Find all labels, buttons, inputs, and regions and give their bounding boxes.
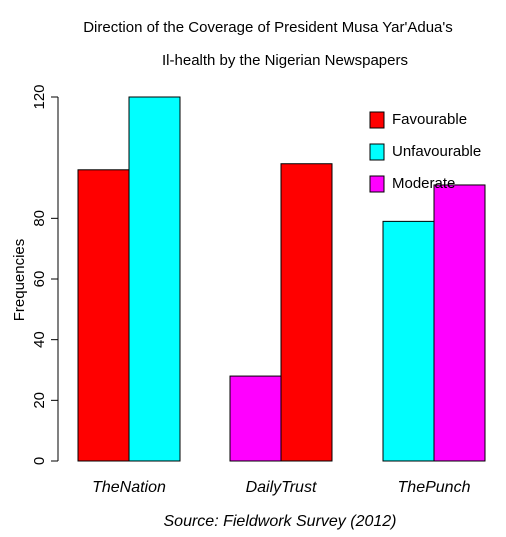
y-tick-label: 80 — [31, 210, 48, 227]
bar — [128, 96, 181, 462]
x-tick-label: ThePunch — [398, 479, 471, 496]
legend-label: Favourable — [392, 111, 467, 128]
chart-title: Il-health by the Nigerian Newspapers — [162, 52, 408, 69]
y-tick-label: 20 — [31, 392, 48, 409]
bar — [280, 163, 333, 462]
legend-label: Unfavourable — [392, 143, 481, 160]
legend-swatch — [369, 143, 385, 161]
x-tick-label: TheNation — [92, 479, 166, 496]
y-tick-label: 0 — [31, 457, 48, 465]
chart-title: Direction of the Coverage of President M… — [83, 19, 453, 36]
bar — [229, 375, 282, 462]
y-tick-label: 40 — [31, 331, 48, 348]
x-tick-label: DailyTrust — [246, 479, 317, 496]
y-axis-label: Frequencies — [11, 239, 28, 322]
legend-label: Moderate — [392, 175, 455, 192]
legend-swatch — [369, 175, 385, 193]
legend-swatch — [369, 111, 385, 129]
y-tick-label: 120 — [31, 84, 48, 109]
x-axis-label: Source: Fieldwork Survey (2012) — [164, 513, 397, 530]
bar — [433, 184, 486, 462]
y-tick-label: 60 — [31, 271, 48, 288]
bar — [382, 220, 435, 462]
bar — [77, 169, 130, 462]
